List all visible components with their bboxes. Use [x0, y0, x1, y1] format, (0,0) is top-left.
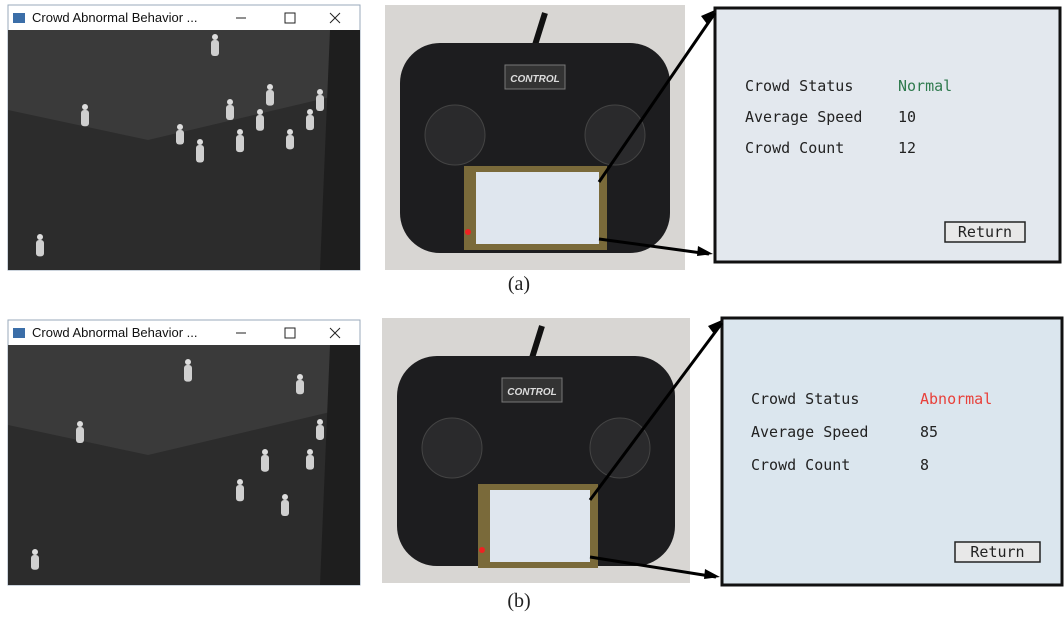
person-body	[306, 455, 314, 470]
arrowhead	[704, 569, 720, 579]
person-head	[282, 494, 288, 500]
led	[479, 547, 485, 553]
person-body	[306, 115, 314, 130]
person-body	[236, 485, 244, 501]
return-label: Return	[970, 543, 1024, 561]
window-title: Crowd Abnormal Behavior ...	[32, 10, 197, 25]
window-icon	[13, 13, 25, 23]
person-head	[287, 129, 293, 135]
person-head	[37, 234, 43, 240]
caption: (b)	[507, 590, 530, 612]
window-icon	[13, 328, 25, 338]
window-title: Crowd Abnormal Behavior ...	[32, 325, 197, 340]
caption: (a)	[508, 273, 530, 295]
person-head	[307, 449, 313, 455]
person-body	[76, 427, 84, 443]
person-head	[227, 99, 233, 105]
person-body	[316, 95, 324, 111]
person-body	[81, 110, 89, 126]
person-head	[197, 139, 203, 145]
person-body	[36, 240, 44, 256]
stick	[422, 418, 482, 478]
person-body	[196, 145, 204, 163]
person-head	[237, 479, 243, 485]
person-body	[286, 135, 294, 149]
person-body	[261, 455, 269, 472]
return-label: Return	[958, 223, 1012, 241]
screen-label: Average Speed	[745, 108, 862, 126]
person-body	[31, 555, 39, 570]
screen-value: 12	[898, 139, 916, 157]
controller-brand: CONTROL	[510, 74, 559, 85]
screen-value: Abnormal	[920, 390, 992, 408]
person-head	[185, 359, 191, 365]
person-body	[256, 115, 264, 131]
person-head	[212, 34, 218, 40]
stick	[425, 105, 485, 165]
person-body	[176, 130, 184, 144]
person-head	[82, 104, 88, 110]
screen-value: 85	[920, 423, 938, 441]
screen-label: Crowd Count	[745, 139, 844, 157]
controller-brand: CONTROL	[507, 387, 556, 398]
screen-value: 10	[898, 108, 916, 126]
arrowhead	[697, 246, 713, 256]
person-body	[236, 135, 244, 152]
screen-label: Crowd Status	[751, 390, 859, 408]
person-body	[226, 105, 234, 120]
lcd-small	[490, 490, 590, 562]
person-head	[32, 549, 38, 555]
screen-value: 8	[920, 456, 929, 474]
stick	[590, 418, 650, 478]
person-head	[177, 124, 183, 130]
person-body	[211, 40, 219, 56]
person-head	[317, 89, 323, 95]
stick	[585, 105, 645, 165]
figure: Crowd Abnormal Behavior ... CONTROL Crowd …	[0, 0, 1064, 623]
lcd-small	[476, 172, 599, 244]
person-head	[77, 421, 83, 427]
person-head	[297, 374, 303, 380]
person-head	[262, 449, 268, 455]
person-body	[184, 365, 192, 382]
person-head	[267, 84, 273, 90]
person-head	[257, 109, 263, 115]
led	[465, 229, 471, 235]
person-head	[237, 129, 243, 135]
person-body	[316, 425, 324, 440]
screen-label: Crowd Count	[751, 456, 850, 474]
screen-value: Normal	[898, 77, 952, 95]
person-body	[296, 380, 304, 394]
person-head	[317, 419, 323, 425]
person-head	[307, 109, 313, 115]
screen-label: Crowd Status	[745, 77, 853, 95]
person-body	[281, 500, 289, 516]
person-body	[266, 90, 274, 106]
screen-label: Average Speed	[751, 423, 868, 441]
